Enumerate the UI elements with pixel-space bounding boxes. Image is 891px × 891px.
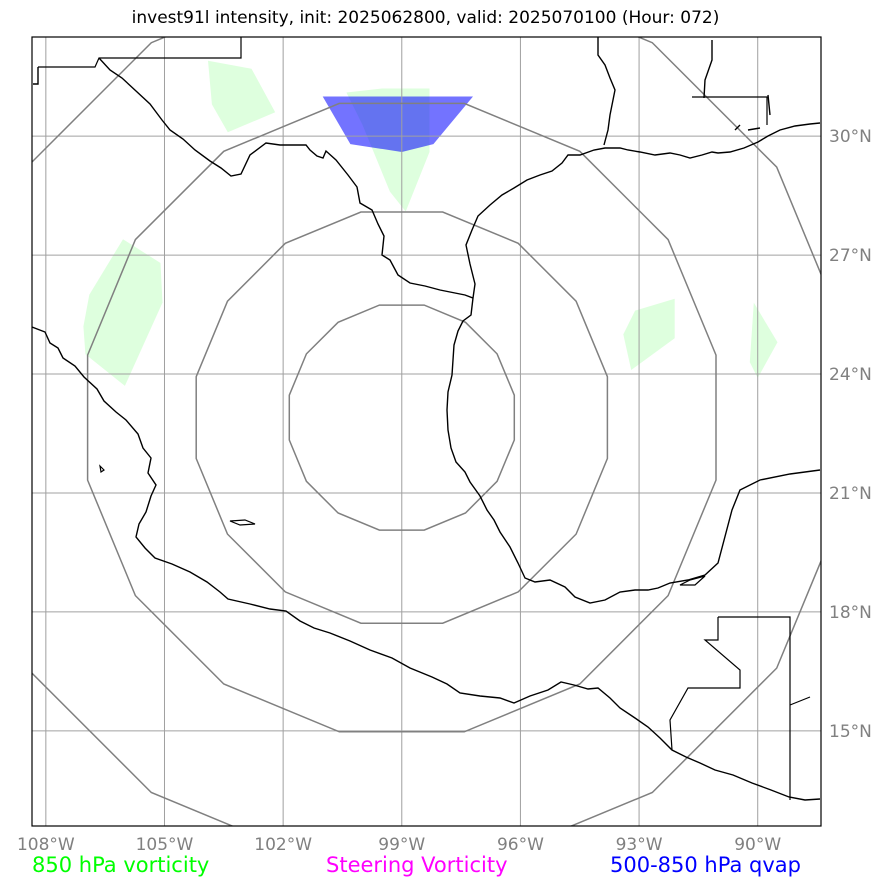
north-america-coastline (32, 37, 821, 801)
lat-tick-label: 18°N (829, 603, 872, 623)
lon-tick-label: 105°W (136, 835, 194, 855)
range-ring (32, 37, 821, 826)
lon-tick-label: 93°W (616, 835, 663, 855)
lon-tick-label: 102°W (254, 835, 312, 855)
lon-tick-label: 90°W (734, 835, 781, 855)
vorticity-850-region (208, 60, 276, 133)
country-borders (38, 37, 811, 800)
lat-tick-label: 21°N (829, 484, 872, 504)
islands (99, 464, 706, 586)
legend-steering-vorticity: Steering Vorticity (326, 853, 508, 877)
shading-layer (83, 60, 778, 386)
legend-qvap: 500-850 hPa qvap (610, 853, 801, 877)
lon-tick-label: 99°W (378, 835, 425, 855)
coastlines-and-borders (32, 37, 821, 801)
axis-tick-labels: 108°W 105°W 102°W 99°W 96°W 93°W 90°W 30°N 27°N 2… (17, 127, 872, 855)
range-ring (86, 102, 717, 733)
legend-850hpa-vorticity: 850 hPa vorticity (32, 853, 210, 877)
lat-tick-label: 30°N (829, 127, 872, 147)
range-ring (195, 211, 609, 624)
vorticity-850-region (83, 239, 163, 386)
qvap-region (322, 96, 473, 152)
lat-tick-label: 24°N (829, 365, 872, 385)
graticule (32, 37, 821, 826)
range-rings (32, 37, 821, 826)
lat-tick-label: 15°N (829, 722, 872, 742)
map-title: invest91l intensity, init: 2025062800, v… (131, 8, 720, 28)
vorticity-850-region (749, 302, 778, 378)
map-frame (31, 36, 822, 827)
lon-tick-label: 96°W (497, 835, 544, 855)
vorticity-850-region (623, 298, 675, 370)
lat-tick-label: 27°N (829, 246, 872, 266)
range-ring (288, 304, 516, 531)
lon-tick-label: 108°W (17, 835, 75, 855)
